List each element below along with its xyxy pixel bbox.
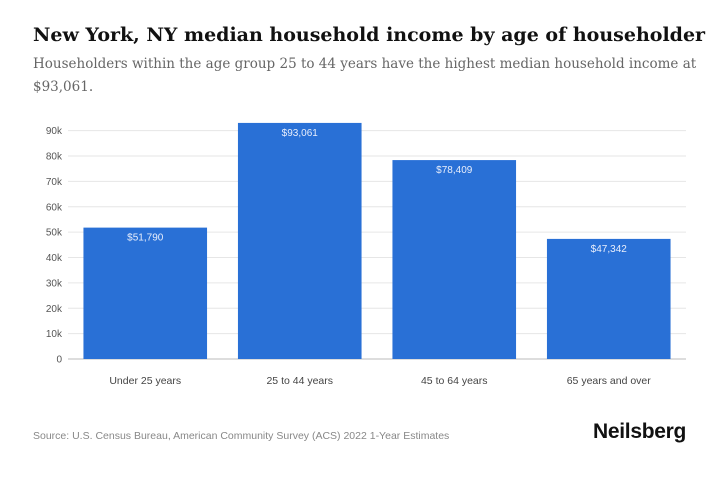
- bars: [83, 122, 671, 359]
- x-tick-label: 45 to 64 years: [421, 375, 488, 387]
- y-tick-label: 0: [56, 355, 62, 366]
- y-tick-label: 30k: [46, 278, 63, 289]
- data-label: $51,790: [127, 233, 164, 244]
- y-tick-label: 50k: [46, 228, 63, 239]
- bar: [83, 227, 208, 359]
- x-tick-label: 25 to 44 years: [266, 375, 333, 387]
- data-label: $78,409: [436, 165, 473, 176]
- y-tick-label: 80k: [46, 152, 63, 163]
- y-tick-label: 70k: [46, 177, 63, 188]
- y-tick-label: 60k: [46, 202, 63, 213]
- bar-chart: 0 10k 20k 30k 40k 50k 60k 70k 80k 90k $51,790 Under…: [46, 122, 686, 387]
- chart-title: New York, NY median household income by …: [33, 24, 706, 46]
- labels: 0 10k 20k 30k 40k 50k 60k 70k 80k 90k $51,790 Under…: [46, 126, 651, 387]
- y-tick-label: 90k: [46, 126, 63, 137]
- data-label: $93,061: [282, 128, 319, 139]
- bar: [546, 238, 671, 359]
- y-tick-label: 40k: [46, 253, 63, 264]
- x-tick-label: 65 years and over: [567, 375, 652, 387]
- data-label: $47,342: [591, 244, 628, 255]
- chart-subtitle: Householders within the age group 25 to …: [33, 56, 697, 95]
- bar: [237, 122, 362, 359]
- bar: [392, 160, 517, 359]
- y-tick-label: 10k: [46, 329, 63, 340]
- y-tick-label: 20k: [46, 304, 63, 315]
- x-tick-label: Under 25 years: [109, 375, 181, 387]
- source-note: Source: U.S. Census Bureau, American Com…: [33, 430, 450, 442]
- brand-logo: Neilsberg: [593, 420, 686, 443]
